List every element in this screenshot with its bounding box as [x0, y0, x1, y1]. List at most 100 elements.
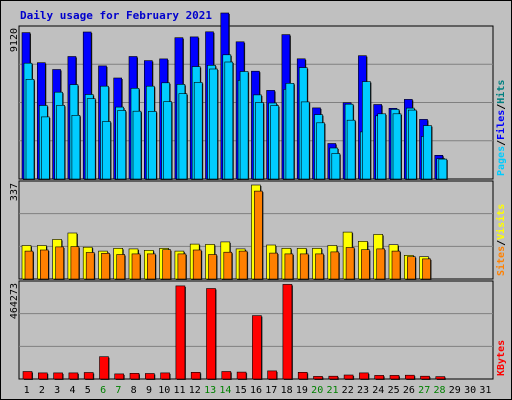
sites-bar-day-12	[192, 249, 202, 280]
kbytes-bar-day-18	[282, 284, 293, 380]
x-tick-label-day-8: 8	[131, 385, 137, 396]
kbytes-bar-day-14	[221, 371, 232, 380]
sites-bar-day-9	[147, 253, 156, 280]
kbytes-bar-day-9	[145, 373, 155, 380]
legend-separator: /	[496, 240, 507, 246]
x-tick-label-day-11: 11	[173, 385, 185, 396]
legend-pages: Pages	[496, 146, 507, 176]
kbytes-bar-day-12	[190, 371, 201, 380]
sites-bar-day-22	[345, 247, 355, 280]
kbytes-bar-day-19	[297, 371, 308, 380]
pages-bar-day-3	[56, 105, 65, 180]
x-tick-label-day-17: 17	[265, 385, 277, 396]
legend-kbytes: KBytes	[496, 340, 507, 376]
x-tick-label-day-31: 31	[479, 385, 491, 396]
x-tick-label-day-13: 13	[204, 385, 216, 396]
kbytes-bar-day-26	[404, 374, 415, 380]
sites-bar-day-11	[177, 253, 187, 280]
sites-bar-day-5	[85, 252, 95, 280]
kbytes-bar-day-20	[313, 376, 323, 380]
legend-hits: Hits	[495, 80, 507, 104]
x-tick-label-day-3: 3	[54, 385, 60, 396]
pages-bar-day-15	[239, 71, 249, 180]
sites-bar-day-14	[223, 251, 233, 280]
sites-bar-day-10	[162, 249, 171, 280]
pages-bar-day-21	[331, 153, 341, 180]
kbytes-bar-day-24	[374, 375, 385, 380]
pages-bar-day-18	[285, 83, 295, 180]
pages-bar-day-8	[132, 110, 142, 180]
pages-bar-day-14	[224, 61, 234, 180]
sites-bar-day-21	[330, 251, 340, 280]
pages-bar-day-24	[377, 113, 387, 180]
pages-bar-day-13	[209, 68, 218, 180]
pages-bar-day-23	[362, 81, 371, 180]
x-tick-label-day-10: 10	[158, 385, 170, 396]
kbytes-bar-day-11	[175, 285, 186, 380]
x-tick-label-day-25: 25	[388, 385, 400, 396]
x-tick-label-day-30: 30	[464, 385, 476, 396]
pages-bar-day-12	[193, 82, 203, 180]
panel-2-axis-legend: Sites/Visits	[495, 204, 507, 276]
sites-bar-day-24	[376, 248, 386, 280]
kbytes-bar-day-6	[99, 356, 109, 380]
kbytes-bar-day-27	[420, 375, 430, 380]
x-tick-label-day-22: 22	[342, 385, 354, 396]
x-tick-label-day-5: 5	[85, 385, 91, 396]
sites-bar-day-18	[284, 253, 294, 280]
kbytes-bar-day-22	[343, 374, 354, 380]
legend-visits: Visits	[495, 204, 507, 240]
x-tick-label-day-23: 23	[357, 385, 369, 396]
legend-separator: /	[496, 104, 507, 110]
pages-bar-day-6	[102, 121, 111, 180]
sites-bar-day-15	[238, 250, 248, 280]
sites-bar-day-1	[24, 250, 34, 280]
kbytes-bar-day-13	[206, 288, 216, 380]
pages-bar-day-25	[392, 113, 402, 180]
sites-bar-day-23	[361, 249, 370, 280]
x-tick-label-day-1: 1	[24, 385, 30, 396]
kbytes-bar-day-23	[359, 372, 369, 380]
pages-bar-day-1	[25, 79, 35, 180]
panel-3-ymax-label: 464273	[9, 283, 20, 319]
pages-bar-day-27	[423, 125, 432, 180]
panel-1-ymax-label: 9120	[9, 28, 20, 52]
kbytes-bar-day-4	[68, 372, 79, 380]
sites-bar-day-19	[299, 253, 309, 280]
kbytes-bar-day-10	[160, 372, 170, 380]
x-tick-label-day-19: 19	[296, 385, 308, 396]
x-tick-label-day-24: 24	[372, 385, 384, 396]
pages-bar-day-11	[178, 93, 188, 180]
chart-title: Daily usage for February 2021	[20, 9, 213, 22]
sites-bar-day-13	[208, 254, 217, 280]
sites-bar-day-25	[391, 250, 401, 280]
legend-files: Files	[495, 110, 507, 140]
sites-bar-day-7	[116, 254, 125, 280]
kbytes-bar-day-8	[129, 372, 140, 380]
sites-bar-day-17	[269, 252, 278, 280]
x-tick-label-day-28: 28	[433, 385, 445, 396]
x-tick-label-day-6: 6	[100, 385, 106, 396]
x-tick-label-day-29: 29	[449, 385, 461, 396]
kbytes-bar-day-16	[252, 315, 262, 380]
x-tick-label-day-16: 16	[250, 385, 262, 396]
x-tick-label-day-20: 20	[311, 385, 323, 396]
pages-bar-day-16	[255, 102, 264, 180]
x-tick-label-day-9: 9	[146, 385, 152, 396]
sites-bar-day-8	[131, 253, 141, 280]
panel-3-axis-legend: KBytes	[496, 340, 507, 376]
pages-bar-day-5	[86, 98, 96, 180]
pages-bar-day-26	[407, 109, 417, 180]
pages-bar-day-9	[148, 111, 157, 180]
x-tick-label-day-14: 14	[219, 385, 231, 396]
kbytes-bar-day-7	[114, 373, 124, 380]
sites-bar-day-3	[55, 246, 64, 280]
sites-bar-day-26	[406, 256, 416, 280]
pages-bar-day-19	[300, 101, 310, 180]
x-tick-label-day-4: 4	[69, 385, 75, 396]
kbytes-bar-day-3	[53, 372, 63, 380]
kbytes-bar-day-17	[267, 370, 277, 380]
x-tick-label-day-2: 2	[39, 385, 45, 396]
